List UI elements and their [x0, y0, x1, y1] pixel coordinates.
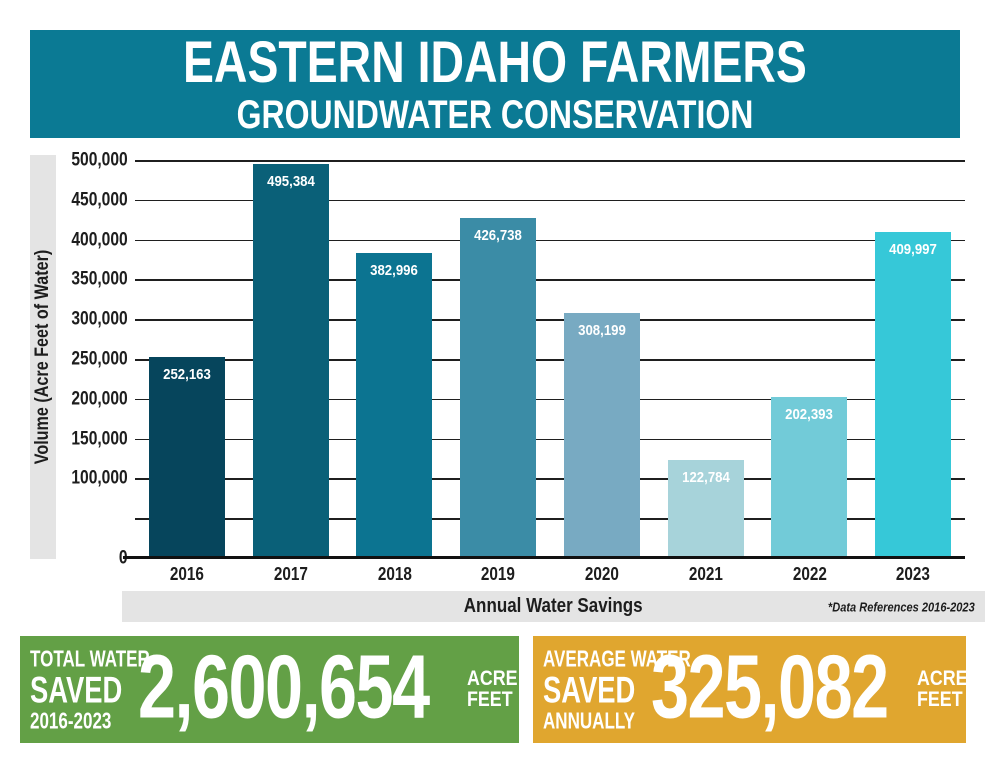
- total-label-line3: 2016-2023: [30, 707, 112, 734]
- x-axis: 2016 2017 2018 2019 2020 2021 2022 2023: [135, 564, 965, 586]
- bar-2019: 426,738: [460, 218, 537, 558]
- x-axis-title: Annual Water Savings: [464, 595, 643, 617]
- bar-2020: 308,199: [563, 312, 640, 558]
- total-water-saved-value: 2,600,654: [138, 636, 430, 737]
- x-tick-2021: 2021: [688, 564, 723, 584]
- bar-2023: 409,997: [875, 231, 952, 558]
- total-panel-labels: TOTAL WATER SAVED 2016-2023: [30, 644, 150, 734]
- bar-value-label: 495,384: [266, 172, 315, 190]
- y-tick-label: 350,000: [71, 268, 128, 290]
- gridline: [135, 518, 965, 520]
- gridline: [135, 359, 965, 361]
- gridline: [135, 478, 965, 480]
- page-subtitle: GROUNDWATER CONSERVATION: [236, 92, 754, 137]
- bar-value-label: 382,996: [370, 262, 419, 280]
- y-tick-label: 250,000: [71, 348, 128, 370]
- caption-strip: Annual Water Savings *Data References 20…: [122, 591, 985, 622]
- gridline: [135, 438, 965, 441]
- y-axis-label-strip: Volume (Acre Feet of Water): [30, 155, 56, 559]
- plot-area: 252,163 495,384 382,996 426,738 308,199 122,7…: [123, 160, 965, 559]
- bar-value-label: 409,997: [889, 240, 937, 258]
- y-tick-label: 400,000: [71, 229, 128, 251]
- bar-value-label: 426,738: [474, 227, 522, 245]
- total-unit-line2: FEET: [467, 688, 513, 712]
- y-tick-label: 500,000: [71, 149, 128, 171]
- total-label-line1: TOTAL WATER: [30, 644, 150, 671]
- x-tick-2016: 2016: [169, 564, 204, 584]
- bar-2016: 252,163: [148, 357, 225, 558]
- average-label-line1: AVERAGE WATER: [543, 644, 691, 671]
- gridline: [135, 199, 965, 202]
- gridline: [135, 279, 965, 281]
- y-axis: 500,000 450,000 400,000 350,000 300,000 250,0…: [56, 151, 128, 568]
- y-tick-label: 450,000: [71, 189, 128, 211]
- page-title: EASTERN IDAHO FARMERS: [183, 29, 807, 95]
- average-unit-line1: ACRE: [917, 666, 968, 690]
- gridline: [135, 319, 965, 321]
- average-panel-labels: AVERAGE WATER SAVED ANNUALLY: [543, 644, 691, 734]
- x-tick-2020: 2020: [584, 564, 619, 584]
- bar-2017: 495,384: [252, 163, 329, 558]
- average-water-saved-panel: AVERAGE WATER SAVED ANNUALLY 325,082 ACR…: [533, 636, 968, 743]
- bar-value-label: 308,199: [578, 321, 626, 339]
- x-tick-2017: 2017: [273, 564, 308, 584]
- average-units: ACRE FEET: [917, 666, 968, 712]
- average-water-saved-value: 325,082: [651, 636, 889, 737]
- total-unit-line1: ACRE: [467, 666, 518, 690]
- header-banner: EASTERN IDAHO FARMERS GROUNDWATER CONSER…: [30, 30, 960, 138]
- bar-2022: 202,393: [771, 396, 848, 558]
- x-tick-2019: 2019: [481, 564, 516, 584]
- x-tick-2018: 2018: [377, 564, 412, 584]
- x-tick-2023: 2023: [896, 564, 931, 584]
- x-axis-baseline: [123, 556, 965, 559]
- bar-2018: 382,996: [356, 253, 433, 558]
- y-tick-label: 100,000: [71, 467, 128, 489]
- total-water-saved-panel: TOTAL WATER SAVED 2016-2023 2,600,654 AC…: [20, 636, 519, 743]
- y-tick-label: 300,000: [71, 308, 128, 330]
- gridline: [135, 398, 965, 401]
- bar-value-label: 202,393: [785, 405, 834, 423]
- bar-value-label: 122,784: [681, 469, 730, 487]
- data-references-footnote: *Data References 2016-2023: [828, 599, 975, 614]
- y-tick-label: 150,000: [71, 428, 128, 450]
- total-label-line2: SAVED: [30, 668, 123, 710]
- gridline: [135, 160, 965, 162]
- average-label-line3: ANNUALLY: [543, 707, 636, 734]
- x-tick-2022: 2022: [792, 564, 827, 584]
- average-unit-line2: FEET: [917, 688, 963, 712]
- y-axis-title: Volume (Acre Feet of Water): [32, 249, 54, 465]
- bar-value-label: 252,163: [163, 366, 211, 384]
- total-units: ACRE FEET: [467, 666, 518, 712]
- average-label-line2: SAVED: [543, 668, 636, 710]
- y-tick-label: 200,000: [71, 388, 128, 410]
- bar-2021: 122,784: [667, 460, 744, 558]
- gridline: [135, 239, 965, 242]
